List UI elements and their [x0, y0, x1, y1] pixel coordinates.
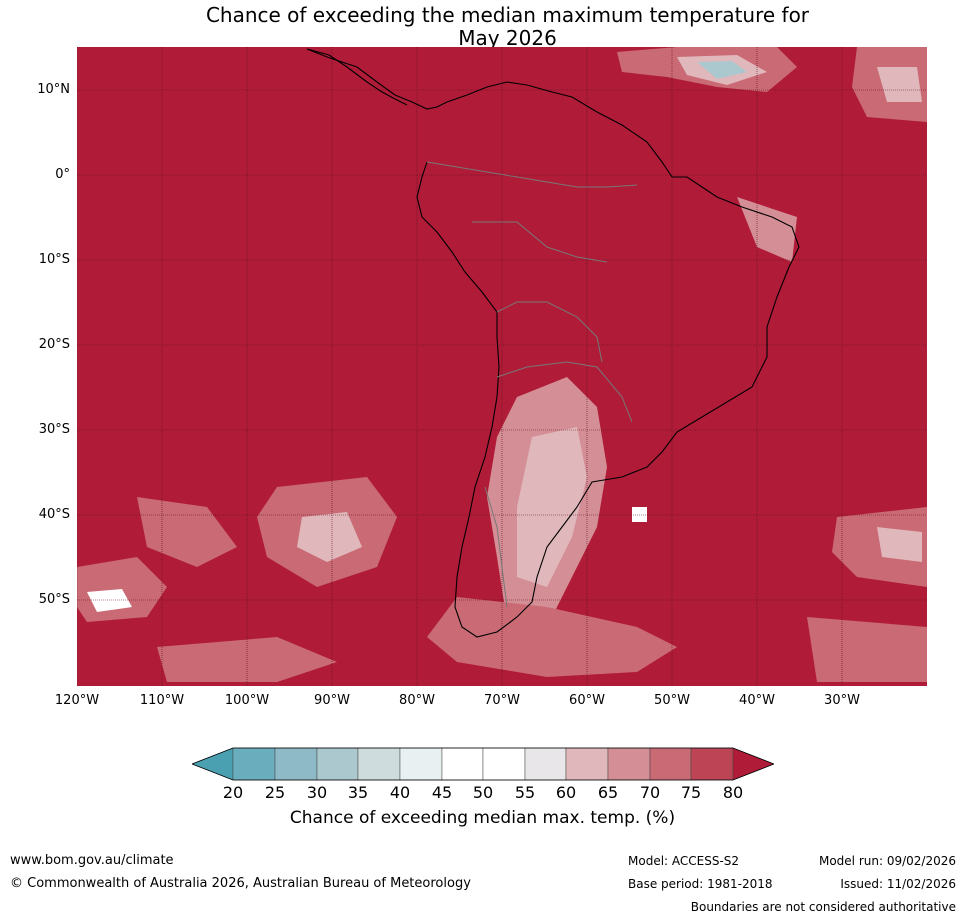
colorbar-tick: 40: [389, 783, 411, 802]
colorbar-tick: 75: [680, 783, 702, 802]
shading-patch-small-white: [632, 507, 647, 522]
model-run-text: Model run: 09/02/2026: [818, 854, 956, 868]
colorbar-segment: [399, 747, 443, 781]
colorbar-tick: 65: [597, 783, 619, 802]
lon-label: 30°W: [824, 693, 860, 708]
colorbar-label: Chance of exceeding median max. temp. (%…: [289, 808, 676, 828]
shading-patch-west-core: [87, 589, 132, 612]
colorbar-segment: [357, 747, 401, 781]
colorbar-tick: 80: [722, 783, 744, 802]
shading-patch-south-atlantic: [832, 507, 927, 587]
map-title-line2: May 2026: [458, 26, 557, 50]
lat-label: 50°S: [38, 592, 70, 607]
colorbar-segment: [649, 747, 692, 781]
lon-label: 50°W: [654, 693, 690, 708]
colorbar-outline: [192, 747, 774, 781]
colorbar-segment: [274, 747, 318, 781]
central-america-coastline: [306, 48, 408, 106]
shading-patch-south-atlantic-inner: [877, 527, 922, 562]
issued-text: Issued: 11/02/2026: [840, 877, 956, 891]
south-america-coastline: [306, 48, 800, 638]
colorbar-segment: [232, 747, 276, 781]
lon-label: 100°W: [224, 693, 270, 708]
lon-label: 40°W: [739, 693, 775, 708]
model-text: Model: ACCESS-S2: [628, 854, 740, 868]
colorbar: [192, 747, 774, 781]
colorbar-segment: [441, 747, 484, 781]
colorbar-tick: 50: [472, 783, 494, 802]
probability-map: [77, 47, 927, 686]
lon-label: 60°W: [569, 693, 605, 708]
graticule: [77, 47, 927, 686]
lon-label: 70°W: [484, 693, 520, 708]
shading-patch-southeast-pacific-inner: [297, 512, 362, 562]
shading-patch-drake-passage: [427, 597, 677, 677]
lon-label: 120°W: [54, 693, 100, 708]
lat-label: 0°: [55, 167, 70, 182]
shading-patch-argentina-inner: [517, 427, 587, 587]
colorbar-tick: 70: [639, 783, 661, 802]
border-peru-brazil: [472, 221, 608, 263]
colorbar-tick: 55: [514, 783, 536, 802]
colorbar-segment: [316, 747, 359, 781]
colorbar-segment: [482, 747, 526, 781]
map-title-line1: Chance of exceeding the median maximum t…: [205, 3, 810, 27]
disclaimer-text: Boundaries are not considered authoritat…: [690, 900, 956, 914]
country-borders: [426, 161, 638, 608]
copyright-text: © Commonwealth of Australia 2026, Austra…: [10, 876, 471, 891]
colorbar-tick: 30: [306, 783, 328, 802]
lat-label: 20°S: [38, 337, 70, 352]
border-chile-argentina: [484, 486, 508, 608]
colorbar-segment: [565, 747, 609, 781]
colorbar-segment: [732, 747, 774, 781]
lat-label: 40°S: [38, 507, 70, 522]
colorbar-segment: [690, 747, 734, 781]
map-background-ocean: [77, 47, 927, 686]
colorbar-tick: 60: [555, 783, 577, 802]
border-colombia-venezuela: [426, 161, 638, 188]
colorbar-tick: 35: [347, 783, 369, 802]
border-paraguay: [496, 361, 633, 423]
colorbar-segment: [524, 747, 567, 781]
colorbar-tick: 25: [264, 783, 286, 802]
map-title: Chance of exceeding the median maximum t…: [0, 4, 965, 50]
lat-label: 10°N: [37, 82, 70, 97]
colorbar-tick: 45: [431, 783, 453, 802]
lon-label: 110°W: [139, 693, 185, 708]
colorbar-tick: 20: [222, 783, 244, 802]
lat-label: 30°S: [38, 422, 70, 437]
base-period-text: Base period: 1981-2018: [628, 877, 773, 891]
border-bolivia: [496, 301, 603, 363]
colorbar-segment: [192, 747, 234, 781]
colorbar-segment: [607, 747, 651, 781]
shading-patch-ne-brazil: [737, 197, 797, 262]
website-link[interactable]: www.bom.gov.au/climate: [10, 853, 174, 868]
lon-label: 90°W: [314, 693, 350, 708]
shading-patch-northeast-inner: [877, 67, 922, 102]
lat-label: 10°S: [38, 252, 70, 267]
lon-label: 80°W: [399, 693, 435, 708]
shading-patch-north-atlantic-core: [697, 61, 747, 79]
shading-patch-southeast: [807, 617, 927, 682]
